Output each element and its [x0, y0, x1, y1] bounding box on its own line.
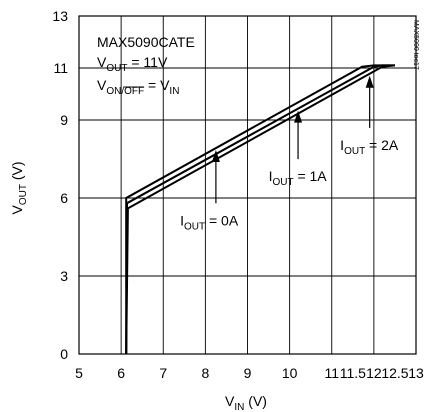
annotation-label: IOUT = 0A [180, 212, 239, 232]
series-line-2 [125, 64, 396, 355]
x-tick-label: 11 [324, 365, 339, 381]
annotation-arrow-head [365, 75, 374, 88]
y-tick-label: 6 [60, 190, 68, 206]
annotation-label: IOUT = 2A [340, 137, 399, 157]
x-tick-label: 6 [117, 365, 125, 381]
x-tick-label: 5 [75, 365, 83, 381]
watermark: MAX5090 toc17 [412, 20, 419, 70]
annotation-arrow-head [294, 110, 303, 123]
x-tick-label: 12 [366, 365, 382, 381]
annotation-arrow-head [211, 150, 220, 163]
x-tick-label: 8 [201, 365, 209, 381]
x-tick-label: 7 [159, 365, 167, 381]
y-tick-label: 9 [60, 112, 68, 128]
y-tick-label: 11 [53, 60, 68, 76]
annotation-label: IOUT = 1A [269, 168, 328, 188]
legend-box: MAX5090CATE VOUT = 11V VON/OFF = VIN [97, 34, 195, 97]
vout-setting: VOUT = 11V [97, 54, 168, 74]
series-line-1 [125, 64, 395, 355]
y-axis-title: VOUT (V) [9, 161, 29, 214]
part-number: MAX5090CATE [97, 34, 195, 50]
x-axis-title: VIN (V) [225, 393, 267, 412]
x-tick-label: 11.5 [340, 365, 366, 381]
von-setting: VON/OFF = VIN [97, 77, 179, 97]
x-tick-label: 12.5 [381, 365, 408, 381]
annotations: IOUT = 0A IOUT = 1A IOUT = 2A [180, 75, 399, 232]
x-tick-label: 13 [408, 365, 424, 381]
x-tick-label: 10 [282, 365, 298, 381]
x-tick-label: 9 [244, 365, 252, 381]
series-line-0 [125, 64, 395, 354]
series-lines [125, 64, 396, 355]
y-tick-label: 13 [52, 8, 68, 24]
plot-frame [78, 15, 417, 355]
y-tick-label: 3 [60, 268, 68, 284]
y-tick-label: 0 [60, 346, 68, 362]
